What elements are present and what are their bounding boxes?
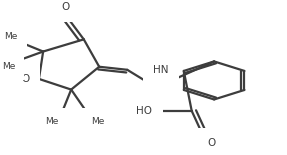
Text: HO: HO bbox=[136, 106, 152, 116]
Text: Me: Me bbox=[5, 32, 18, 41]
Text: Me: Me bbox=[91, 117, 104, 126]
Text: O: O bbox=[207, 138, 215, 148]
Text: Me: Me bbox=[2, 62, 15, 71]
Text: HN: HN bbox=[153, 65, 169, 75]
Text: Me: Me bbox=[45, 117, 59, 126]
Text: O: O bbox=[21, 74, 29, 84]
Text: O: O bbox=[61, 2, 70, 12]
